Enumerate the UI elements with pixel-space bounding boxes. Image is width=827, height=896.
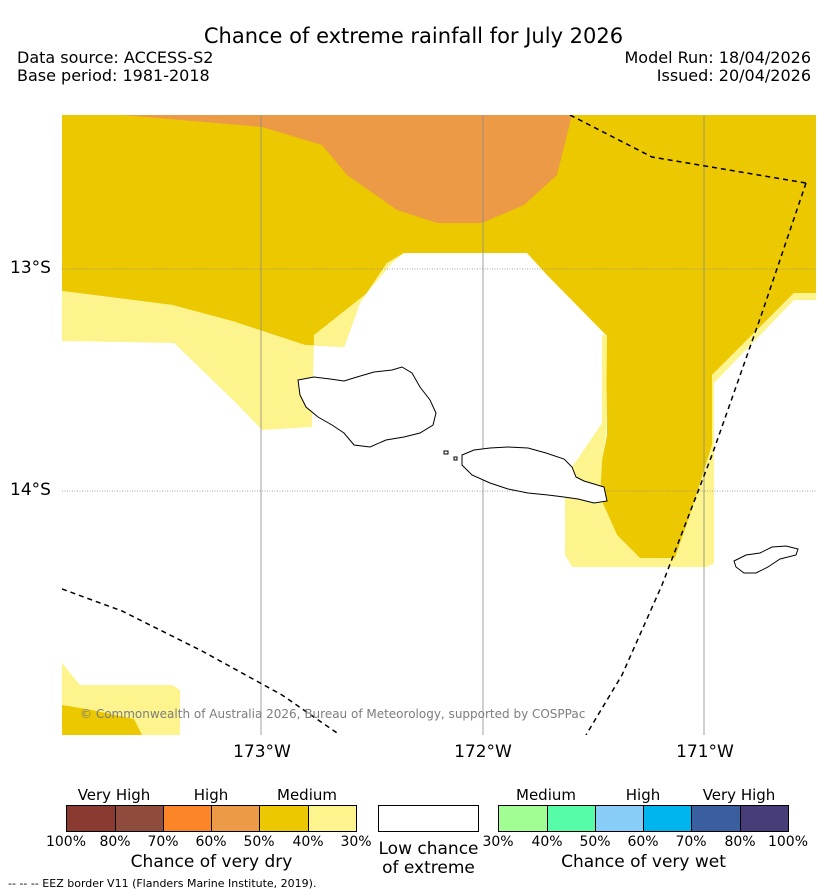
wet-swatch-5 [691, 805, 740, 832]
wet-swatch-4 [643, 805, 691, 832]
dry-tick-50: 50% [243, 834, 275, 850]
dry-swatch-5 [259, 805, 308, 832]
wet-tick-70: 70% [675, 834, 707, 850]
low-chance-label-line1: Low chance [378, 839, 479, 859]
dry-caption: Chance of very dry [130, 852, 293, 872]
dry-category-medium: Medium [277, 786, 337, 804]
dry-tick-100: 100% [45, 834, 87, 850]
wet-swatch-3 [595, 805, 643, 832]
wet-tick-50: 50% [579, 834, 611, 850]
lon-label-173w: 173°W [233, 742, 291, 762]
rainfall-map: © Commonwealth of Australia 2026, Bureau… [62, 115, 816, 735]
tutuila-island [733, 545, 799, 574]
wet-caption: Chance of very wet [561, 852, 726, 872]
savaii-island [297, 366, 437, 448]
map-attribution: © Commonwealth of Australia 2026, Bureau… [80, 707, 585, 721]
upolu-island [461, 446, 608, 504]
apolima-island [453, 456, 458, 461]
wet-category-very-high: Very High [702, 786, 776, 804]
eez-borders [62, 115, 807, 735]
page-title: Chance of extreme rainfall for July 2026 [203, 24, 624, 48]
manono-island [443, 450, 449, 455]
wet-category-medium: Medium [516, 786, 576, 804]
wet-tick-30: 30% [482, 834, 514, 850]
graticule [62, 115, 816, 735]
wet-swatch-6 [740, 805, 789, 832]
dry-tick-80: 80% [99, 834, 131, 850]
wet-tick-60: 60% [627, 834, 659, 850]
dry-swatch-6 [308, 805, 357, 832]
dry-category-high: High [193, 786, 229, 804]
medium-dry-region [62, 115, 816, 558]
issued-date: Issued: 20/04/2026 [656, 66, 811, 85]
high-dry-region [122, 115, 572, 223]
wet-swatch-1 [498, 805, 547, 832]
wet-tick-40: 40% [531, 834, 563, 850]
dry-tick-40: 40% [292, 834, 324, 850]
data-source: Data source: ACCESS-S2 [17, 48, 214, 67]
eez-border-north [569, 115, 807, 184]
model-run: Model Run: 18/04/2026 [624, 48, 812, 67]
medium-dry-southwest [62, 705, 142, 735]
eez-footer-note: -- -- -- EEZ border V11 (Flanders Marine… [8, 877, 317, 890]
lat-label-14s: 14°S [10, 480, 51, 500]
dry-tick-70: 70% [147, 834, 179, 850]
light-dry-west [62, 253, 404, 430]
wet-category-high: High [625, 786, 661, 804]
lon-label-172w: 172°W [454, 742, 512, 762]
low-chance-swatch [378, 805, 479, 832]
low-chance-label-line2: of extreme [382, 858, 475, 878]
dry-tick-60: 60% [195, 834, 227, 850]
lat-label-13s: 13°S [10, 258, 51, 278]
eez-border-south [62, 588, 341, 735]
dry-category-very-high: Very High [77, 786, 151, 804]
light-dry-east [565, 293, 816, 567]
wet-tick-100: 100% [767, 834, 809, 850]
dry-swatch-2 [115, 805, 163, 832]
lon-label-171w: 171°W [676, 742, 734, 762]
base-period: Base period: 1981-2018 [17, 66, 210, 85]
dry-tick-30: 30% [340, 834, 372, 850]
wet-swatch-2 [547, 805, 595, 832]
wet-tick-80: 80% [724, 834, 756, 850]
dry-swatch-1 [66, 805, 115, 832]
dry-swatch-4 [211, 805, 259, 832]
dry-swatch-3 [163, 805, 211, 832]
